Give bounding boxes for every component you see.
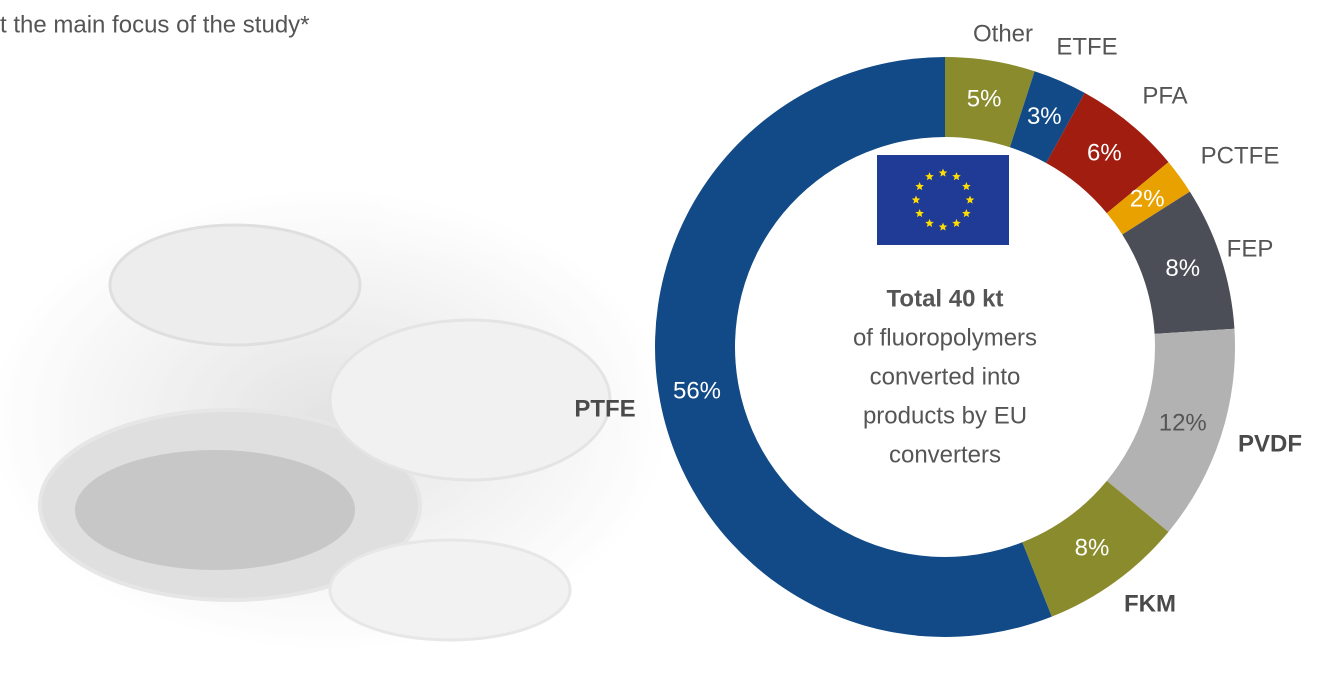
- slide: t the main focus of the study* 5% Other 3%…: [0, 0, 1319, 677]
- category-label: FEP: [1227, 235, 1274, 262]
- value-label: 3%: [1027, 103, 1062, 130]
- value-label: 6%: [1087, 140, 1122, 167]
- value-label: 2%: [1130, 185, 1165, 212]
- center-text: converted into: [870, 363, 1021, 390]
- slide-title: t the main focus of the study*: [0, 11, 310, 38]
- category-label: PCTFE: [1201, 142, 1280, 169]
- category-label: PFA: [1142, 82, 1187, 109]
- value-label: 8%: [1075, 535, 1110, 562]
- center-text: Total 40 kt: [887, 285, 1004, 312]
- center-text: converters: [889, 441, 1001, 468]
- category-label: PTFE: [574, 395, 635, 422]
- background-photo: [0, 190, 670, 650]
- value-label: 5%: [967, 85, 1002, 112]
- category-label: FKM: [1124, 590, 1176, 617]
- category-label: Other: [973, 20, 1033, 47]
- category-label: PVDF: [1238, 430, 1302, 457]
- category-label: ETFE: [1056, 33, 1117, 60]
- donut-chart: 5% Other 3% ETFE 6% PFA 2% PCTFE 8% FEP 12% PVDF 8% F…: [574, 20, 1302, 637]
- value-label: 12%: [1159, 410, 1207, 437]
- eu-flag: [877, 155, 1009, 245]
- value-label: 8%: [1165, 255, 1200, 282]
- center-text: of fluoropolymers: [853, 324, 1037, 351]
- center-text: products by EU: [863, 402, 1027, 429]
- value-label: 56%: [673, 377, 721, 404]
